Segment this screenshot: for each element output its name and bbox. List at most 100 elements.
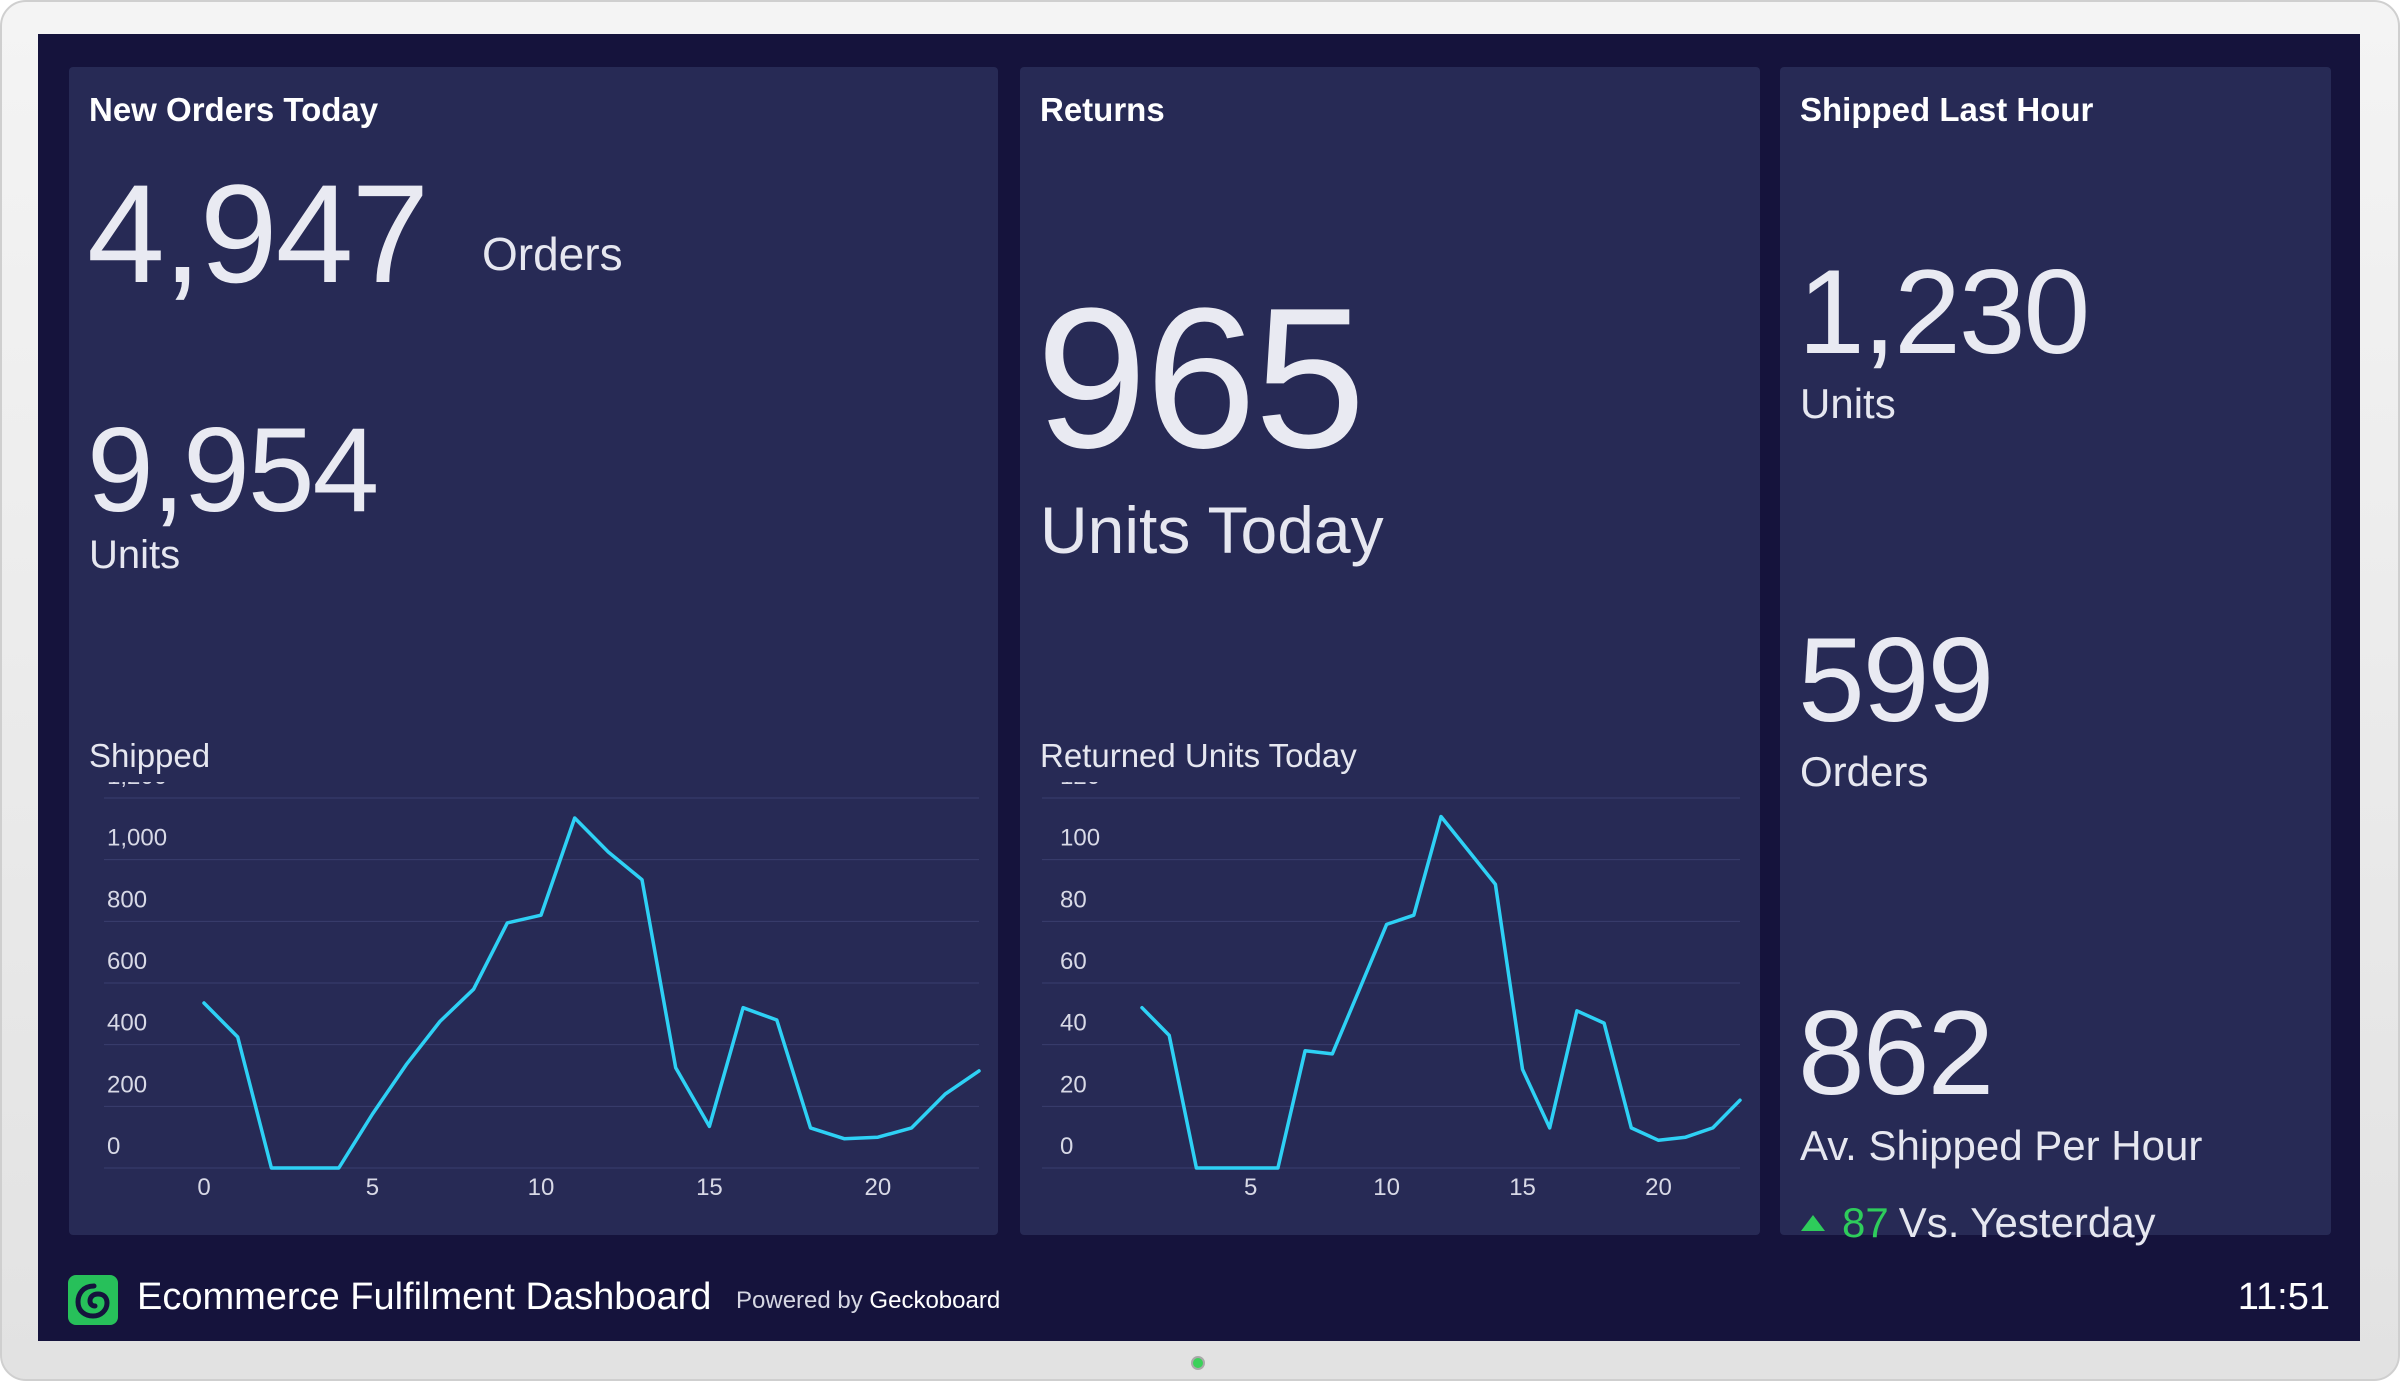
x-tick-label: 20 — [1645, 1174, 1672, 1201]
data-point — [843, 1138, 845, 1140]
data-point — [1386, 923, 1388, 925]
x-tick-label: 15 — [696, 1174, 723, 1201]
y-tick-label: 40 — [1060, 1010, 1087, 1037]
returns-value: 965 — [1036, 267, 1366, 490]
data-point — [270, 1167, 272, 1169]
data-point — [1657, 1139, 1659, 1141]
y-tick-label: 20 — [1060, 1071, 1087, 1098]
dashboard-screen: New Orders Today 4,947 Orders 9,954 Unit… — [38, 34, 2360, 1341]
panel-title: Shipped Last Hour — [1800, 91, 2094, 128]
powered-by: Powered by Geckoboard — [736, 1287, 1000, 1315]
data-point — [1277, 1167, 1279, 1169]
data-point — [574, 817, 576, 819]
panel-title: Returns — [1040, 91, 1165, 128]
data-point — [1331, 1053, 1333, 1055]
y-tick-label: 1,000 — [107, 825, 167, 852]
data-point — [1358, 988, 1360, 990]
x-tick-label: 0 — [197, 1174, 210, 1201]
data-point — [304, 1167, 306, 1169]
data-point — [776, 1019, 778, 1021]
geckoboard-logo-icon — [68, 1275, 118, 1325]
shipped-orders-value: 599 — [1798, 613, 1994, 747]
y-tick-label: 0 — [107, 1133, 120, 1160]
data-point — [1250, 1167, 1252, 1169]
shipped-line-chart: 1,200 1,000 800 600 400 200 0 0 5 10 15 20 — [104, 782, 981, 1201]
x-tick-label: 5 — [366, 1174, 379, 1201]
new-units-value: 9,954 — [87, 403, 379, 537]
avg-shipped-label: Av. Shipped Per Hour — [1800, 1122, 2203, 1169]
data-point — [1685, 1136, 1687, 1138]
new-orders-label: Orders — [482, 228, 623, 280]
data-point — [1223, 1167, 1225, 1169]
data-point — [1141, 1007, 1143, 1009]
data-point — [978, 1070, 980, 1072]
y-tick-label: 1,200 — [107, 782, 167, 790]
data-point — [877, 1136, 879, 1138]
data-point — [1630, 1127, 1632, 1129]
data-point — [911, 1127, 913, 1129]
data-point — [1467, 849, 1469, 851]
new-units-label: Units — [89, 533, 181, 577]
data-point — [439, 1021, 441, 1023]
data-point — [473, 988, 475, 990]
data-point — [203, 1002, 205, 1004]
y-tick-label: 80 — [1060, 886, 1087, 913]
y-tick-label: 800 — [107, 886, 147, 913]
y-tick-label: 200 — [107, 1071, 147, 1098]
data-point — [1440, 816, 1442, 817]
shipped-units-value: 1,230 — [1798, 245, 2090, 379]
change-value: 87 — [1842, 1199, 1889, 1246]
returns-chart-title: Returned Units Today — [1040, 737, 1357, 774]
y-tick-label: 600 — [107, 948, 147, 975]
clock: 11:51 — [2237, 1276, 2330, 1318]
x-tick-label: 20 — [865, 1174, 892, 1201]
shipped-chart-title: Shipped — [89, 737, 211, 774]
data-point — [675, 1067, 677, 1069]
data-point — [1494, 883, 1496, 885]
y-tick-label: 400 — [107, 1010, 147, 1037]
data-point — [641, 879, 643, 881]
data-point — [338, 1167, 340, 1169]
powered-by-brand: Geckoboard — [869, 1287, 1001, 1314]
returns-label: Units Today — [1040, 493, 1384, 567]
new-orders-value: 4,947 — [87, 155, 429, 312]
data-point — [371, 1113, 373, 1115]
series-line — [202, 816, 981, 1170]
shipped-orders-label: Orders — [1800, 748, 1929, 795]
data-point — [1413, 914, 1415, 916]
new-orders-panel: New Orders Today 4,947 Orders 9,954 Unit… — [69, 67, 998, 1235]
data-point — [1712, 1127, 1714, 1129]
returns-line-chart: 120 100 80 60 40 20 0 5 10 15 20 — [1042, 782, 1742, 1201]
data-point — [506, 922, 508, 924]
data-point — [1195, 1167, 1197, 1169]
x-tick-label: 5 — [1244, 1174, 1257, 1201]
data-point — [540, 914, 542, 916]
data-point — [1739, 1099, 1741, 1101]
data-point — [607, 851, 609, 853]
avg-shipped-value: 862 — [1798, 986, 1994, 1120]
returns-panel: Returns 965 Units Today Returned Units T… — [1020, 67, 1760, 1235]
data-point — [1168, 1034, 1170, 1036]
change-label: Vs. Yesterday — [1898, 1199, 2156, 1246]
data-point — [810, 1127, 812, 1129]
x-tick-label: 10 — [1373, 1174, 1400, 1201]
comparison-row: 87 Vs. Yesterday — [1800, 1199, 2156, 1246]
data-point — [237, 1036, 239, 1038]
data-point — [1603, 1022, 1605, 1024]
data-point — [1304, 1050, 1306, 1052]
series-line — [1140, 814, 1742, 1170]
powered-by-prefix: Powered by — [736, 1287, 863, 1314]
data-point — [708, 1125, 710, 1127]
data-point — [1522, 1068, 1524, 1070]
panel-title: New Orders Today — [89, 91, 379, 128]
y-tick-label: 100 — [1060, 825, 1100, 852]
y-tick-label: 120 — [1060, 782, 1100, 790]
data-point — [405, 1064, 407, 1066]
dashboard-title: Ecommerce Fulfilment Dashboard — [137, 1276, 712, 1318]
up-arrow-icon — [1801, 1215, 1825, 1231]
y-tick-label: 60 — [1060, 948, 1087, 975]
x-tick-label: 10 — [528, 1174, 555, 1201]
x-tick-label: 15 — [1509, 1174, 1536, 1201]
shipped-last-hour-panel: Shipped Last Hour 1,230 Units 599 Orders… — [1780, 67, 2331, 1246]
y-tick-label: 0 — [1060, 1133, 1073, 1160]
